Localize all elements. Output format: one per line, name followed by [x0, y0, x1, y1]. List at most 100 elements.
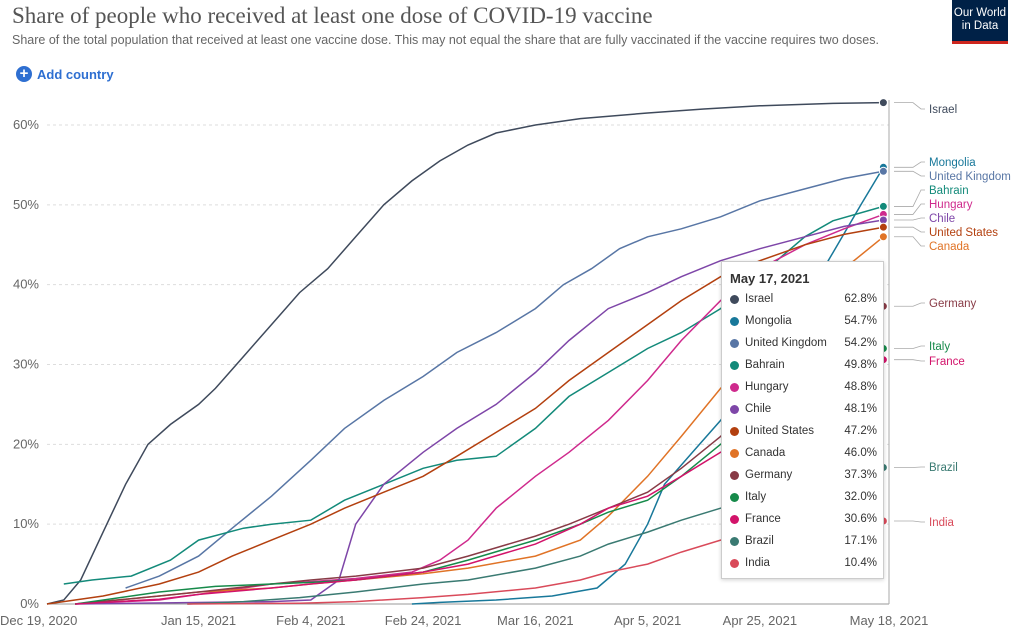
leader-line [894, 102, 925, 110]
hover-tooltip: May 17, 2021 Israel 62.8% Mongolia 54.7%… [721, 261, 884, 579]
tooltip-series-name: Brazil [745, 535, 774, 547]
tooltip-row: Bahrain 49.8% [722, 355, 885, 377]
series-label: Germany [929, 298, 977, 310]
plus-icon: + [16, 66, 32, 82]
end-marker-united-kingdom [878, 166, 888, 176]
tooltip-series-name: India [745, 557, 770, 569]
leader-line [894, 217, 925, 221]
tooltip-series-value: 46.0% [844, 447, 877, 459]
series-dot-icon [730, 295, 739, 304]
tooltip-series-value: 49.8% [844, 359, 877, 371]
tooltip-series-value: 48.8% [844, 381, 877, 393]
tooltip-series-name: Hungary [745, 381, 789, 393]
series-dot-icon [730, 361, 739, 370]
tooltip-series-value: 48.1% [844, 403, 877, 415]
logo-line-2: in Data [961, 20, 999, 32]
y-axis-ticks: 0% 10% 20% 30% 40% 50% 60% [13, 117, 39, 611]
tooltip-series-name: Canada [745, 447, 786, 459]
series-label: Italy [929, 341, 950, 353]
x-tick-label: Feb 4, 2021 [276, 613, 345, 628]
series-dot-icon [730, 515, 739, 524]
leader-line [894, 520, 925, 523]
end-marker-bahrain [878, 201, 888, 211]
series-dot-icon [730, 559, 739, 568]
add-country-button[interactable]: + Add country [16, 66, 114, 82]
series-label: India [929, 517, 955, 529]
end-marker-canada [878, 232, 888, 242]
series-dot-icon [730, 405, 739, 414]
series-dot-icon [730, 339, 739, 348]
series-labels: Israel Mongolia United Kingdom Bahrain Hunga… [894, 102, 1011, 529]
series-dot-icon [730, 471, 739, 480]
tooltip-series-name: France [745, 513, 781, 525]
y-tick-label: 40% [13, 277, 39, 292]
series-label: United Kingdom [929, 171, 1011, 183]
tooltip-series-name: Germany [745, 469, 793, 481]
tooltip-series-name: United Kingdom [745, 337, 827, 349]
tooltip-series-value: 47.2% [844, 425, 877, 437]
series-dot-icon [730, 427, 739, 436]
series-label: Mongolia [929, 157, 976, 169]
tooltip-series-value: 62.8% [844, 293, 877, 305]
series-label: France [929, 356, 965, 368]
x-tick-label: Apr 25, 2021 [723, 613, 797, 628]
tooltip-row: Italy 32.0% [722, 487, 885, 509]
tooltip-series-name: Israel [745, 293, 774, 305]
tooltip-series-value: 10.4% [844, 557, 877, 569]
x-tick-label: Feb 24, 2021 [385, 613, 462, 628]
series-dot-icon [730, 537, 739, 546]
leader-line [894, 302, 925, 307]
series-label: Israel [929, 104, 957, 116]
logo-accent-bar [952, 41, 1008, 44]
x-tick-label: Jan 15, 2021 [161, 613, 236, 628]
tooltip-row: France 30.6% [722, 509, 885, 531]
series-lines [46, 101, 885, 605]
series-label: Chile [929, 213, 955, 225]
chart-subtitle: Share of the total population that recei… [12, 33, 879, 47]
leader-line [894, 161, 925, 168]
end-marker-united-states [878, 222, 888, 232]
tooltip-series-name: Italy [745, 491, 767, 503]
series-label: Brazil [929, 462, 958, 474]
tooltip-series-value: 17.1% [844, 535, 877, 547]
tooltip-series-name: Mongolia [745, 315, 792, 327]
series-label: Bahrain [929, 185, 969, 197]
y-tick-label: 50% [13, 197, 39, 212]
series-label: Canada [929, 241, 970, 253]
y-tick-label: 60% [13, 117, 39, 132]
y-tick-label: 20% [13, 436, 39, 451]
series-line-united-kingdom [125, 170, 884, 589]
tooltip-row: Brazil 17.1% [722, 531, 885, 553]
y-tick-label: 10% [13, 516, 39, 531]
series-dot-icon [730, 383, 739, 392]
tooltip-series-value: 32.0% [844, 491, 877, 503]
series-line-israel [46, 101, 884, 605]
tooltip-series-name: Bahrain [745, 359, 785, 371]
leader-line [894, 189, 925, 207]
x-axis-ticks: Dec 19, 2020 Jan 15, 2021 Feb 4, 2021 Feb 2… [0, 613, 928, 628]
logo-line-1: Our World [953, 7, 1007, 19]
tooltip-series-value: 54.7% [844, 315, 877, 327]
tooltip-series-value: 54.2% [844, 337, 877, 349]
tooltip-row: Germany 37.3% [722, 465, 885, 487]
leader-line [894, 345, 925, 349]
tooltip-series-value: 30.6% [844, 513, 877, 525]
y-tick-label: 0% [20, 596, 39, 611]
leader-line [894, 226, 925, 233]
tooltip-row: Hungary 48.8% [722, 377, 885, 399]
series-label: Hungary [929, 199, 973, 211]
series-line-chile [75, 219, 884, 605]
tooltip-date: May 17, 2021 [730, 271, 810, 286]
tooltip-row: Canada 46.0% [722, 443, 885, 465]
leader-line [894, 170, 925, 177]
end-marker-israel [878, 98, 888, 108]
x-tick-label: Dec 19, 2020 [0, 613, 77, 628]
tooltip-series-name: Chile [745, 403, 772, 415]
tooltip-row: Mongolia 54.7% [722, 311, 885, 333]
tooltip-row: Israel 62.8% [722, 289, 885, 311]
tooltip-row: United States 47.2% [722, 421, 885, 443]
owid-logo[interactable]: Our World in Data [952, 0, 1008, 41]
tooltip-row: India 10.4% [722, 553, 885, 575]
add-country-label: Add country [37, 66, 114, 82]
